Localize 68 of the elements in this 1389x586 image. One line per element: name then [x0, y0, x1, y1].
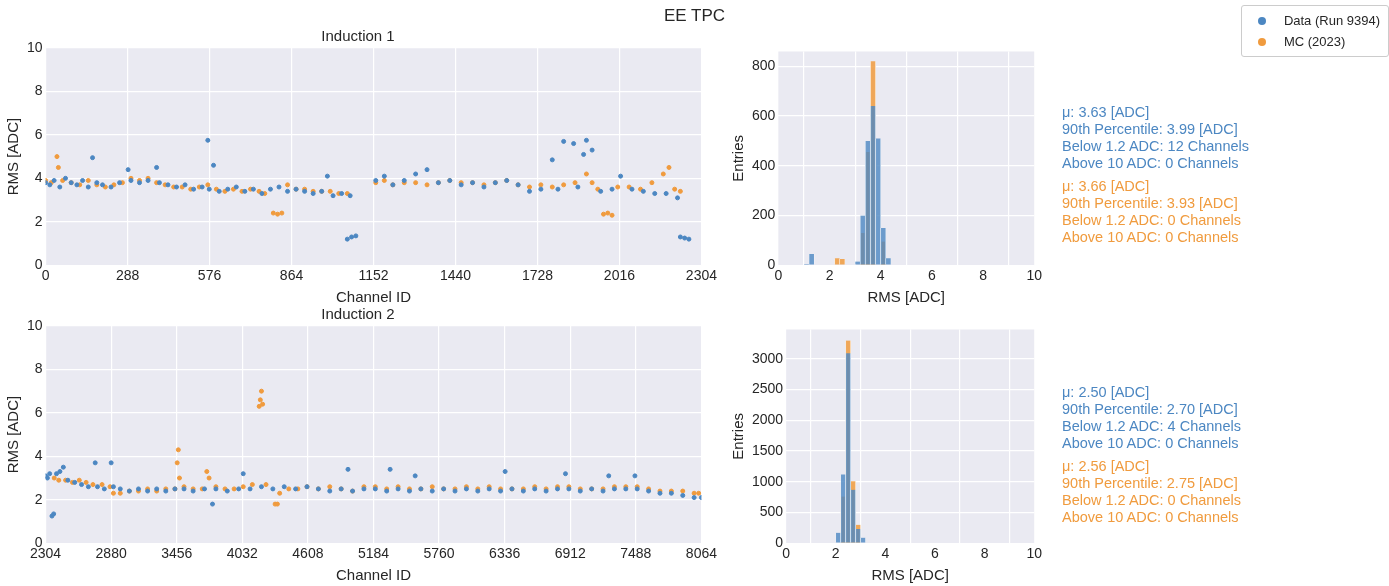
y-tick-label: 2000 [751, 411, 784, 428]
y-tick-label: 3000 [751, 349, 784, 366]
x-axis-title: RMS [ADC] [867, 288, 946, 306]
y-tick-label: 4 [34, 169, 43, 186]
x-tick-label: 288 [115, 267, 140, 284]
x-tick-label: 10 [1026, 267, 1043, 284]
x-tick-label: 576 [197, 267, 222, 284]
y-axis-title: Entries [729, 412, 747, 460]
text: μ: 3.63 [ADC] 90th Percentile: 3.99 [ADC] Below 1.2 ADC: 12 Channels Above 10 ADC: 0 Channels [1062, 104, 1249, 172]
y-tick-label: 6 [34, 125, 43, 142]
x-axis-title: Channel ID [335, 566, 412, 584]
x-tick-label: 3456 [161, 545, 193, 562]
y-axis-title: Entries [729, 134, 747, 182]
x-tick-label: 6 [927, 267, 936, 284]
text: μ: 2.56 [ADC] 90th Percentile: 2.75 [ADC] Below 1.2 ADC: 0 Channels Above 10 ADC: 0 Channels [1062, 458, 1241, 526]
y-tick-label: 8 [34, 360, 43, 377]
y-tick-label: 0 [767, 256, 776, 273]
y-tick-label: 800 [752, 57, 776, 74]
y-tick-label: 2 [34, 212, 43, 229]
legend-label: MC (2023) [1283, 34, 1346, 49]
x-tick-label: 2304 [685, 267, 718, 284]
x-tick-label: 7488 [620, 545, 652, 562]
x-tick-label: 8 [980, 545, 989, 562]
chart-title: Induction 2 [321, 305, 395, 323]
chart-title: EE TPC [663, 6, 726, 25]
legend-label: Data (Run 9394) [1283, 13, 1380, 28]
y-tick-label: 8 [34, 82, 43, 99]
x-tick-label: 5184 [357, 545, 390, 562]
x-tick-label: 6912 [554, 545, 587, 562]
y-axis-title: RMS [ADC] [4, 117, 22, 196]
x-tick-label: 4032 [226, 545, 259, 562]
x-axis-title: RMS [ADC] [871, 566, 949, 584]
x-tick-label: 864 [279, 267, 304, 284]
y-tick-label: 10 [26, 38, 43, 55]
x-tick-label: 6 [931, 545, 940, 562]
y-tick-label: 500 [759, 503, 784, 520]
x-tick-label: 2 [825, 267, 834, 284]
y-axis-title: RMS [ADC] [4, 395, 22, 474]
y-tick-label: 600 [752, 106, 776, 123]
x-tick-label: 1440 [439, 267, 472, 284]
y-tick-label: 6 [34, 403, 43, 420]
y-tick-label: 200 [752, 206, 776, 223]
y-tick-label: 0 [34, 256, 43, 273]
x-axis-title: Channel ID [335, 288, 412, 306]
y-tick-label: 1500 [751, 441, 784, 458]
x-tick-label: 2 [831, 545, 840, 562]
y-tick-label: 2 [34, 490, 43, 507]
x-tick-label: 2880 [95, 545, 127, 562]
x-tick-label: 4 [876, 267, 885, 284]
x-tick-label: 5760 [423, 545, 455, 562]
x-tick-label: 4 [881, 545, 890, 562]
y-tick-label: 2500 [751, 380, 784, 397]
text: μ: 2.50 [ADC] 90th Percentile: 2.70 [ADC] Below 1.2 ADC: 4 Channels Above 10 ADC: 0 Channels [1062, 384, 1241, 452]
x-tick-label: 10 [1026, 545, 1043, 562]
y-tick-label: 0 [775, 534, 784, 551]
x-tick-label: 6336 [489, 545, 521, 562]
y-tick-label: 10 [26, 316, 43, 333]
x-tick-label: 4608 [292, 545, 324, 562]
y-tick-label: 400 [752, 156, 776, 173]
x-tick-label: 1728 [521, 267, 554, 284]
x-tick-label: 2016 [603, 267, 636, 284]
x-tick-label: 1152 [358, 267, 389, 284]
x-tick-label: 8064 [685, 545, 718, 562]
chart-subtitle: Induction 1 [321, 27, 395, 45]
y-tick-label: 4 [34, 447, 43, 464]
text: μ: 3.66 [ADC] 90th Percentile: 3.93 [ADC] Below 1.2 ADC: 0 Channels Above 10 ADC: 0 Channels [1062, 178, 1241, 246]
y-tick-label: 1000 [751, 472, 784, 489]
x-tick-label: 8 [979, 267, 988, 284]
